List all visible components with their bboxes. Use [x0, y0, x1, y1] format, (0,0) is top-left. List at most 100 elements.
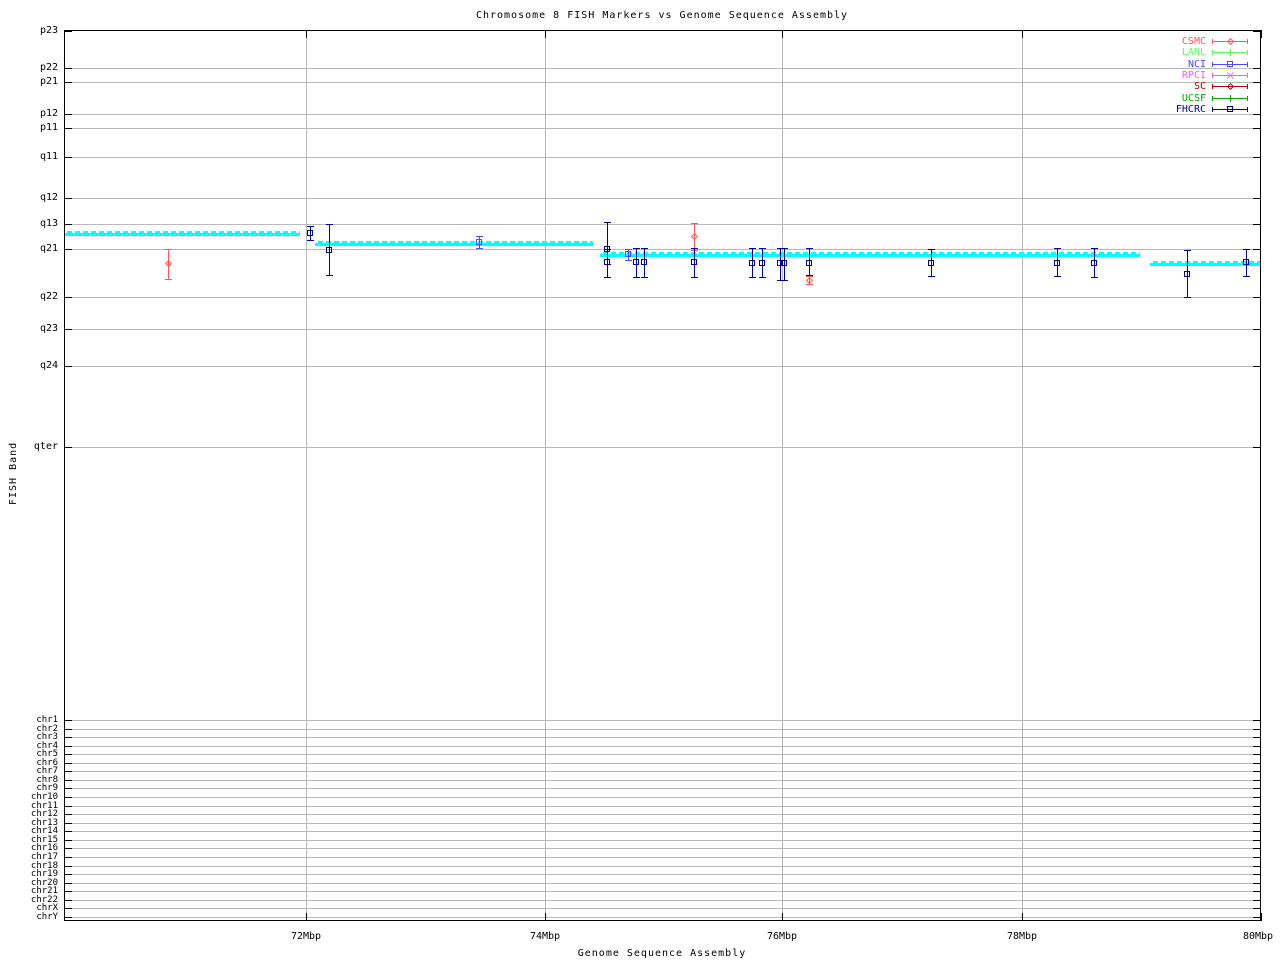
y-tickmark-left	[64, 224, 72, 225]
y-gridline	[64, 297, 1261, 298]
error-bar-cap	[749, 277, 756, 278]
legend-sample	[1212, 59, 1248, 70]
chromosome-tick-label: chr9	[36, 783, 58, 793]
fish-band-tick-label: q21	[39, 243, 58, 254]
error-bar-cap	[604, 222, 611, 223]
error-bar-cap	[633, 248, 640, 249]
y-tickmark-right	[1253, 82, 1261, 83]
error-bar-cap	[806, 276, 813, 277]
legend-sample	[1212, 93, 1248, 104]
chromosome-tick-label: chr14	[30, 826, 58, 836]
fish-band-tick-label: qter	[33, 441, 58, 452]
chromosome-tick-label: chr6	[36, 758, 58, 768]
legend-label: LANL	[1181, 47, 1206, 59]
chromosome-tick-label: chr5	[36, 749, 58, 759]
y-tickmark-left	[64, 157, 72, 158]
y-tickmark-left	[64, 114, 72, 115]
marker-square	[691, 259, 697, 265]
legend-sample-cap	[1247, 84, 1248, 90]
fish-band-tick-label: p11	[39, 122, 58, 133]
error-bar-cap	[1054, 276, 1061, 277]
y-tickmark-right	[1253, 814, 1261, 815]
y-gridline	[64, 114, 1261, 115]
x-tick-label: 72Mbp	[290, 931, 322, 942]
error-bar-line	[784, 248, 785, 280]
legend-label: CSMC	[1181, 36, 1206, 47]
error-bar-cap	[759, 248, 766, 249]
y-tickmark-right	[1253, 128, 1261, 129]
y-gridline	[64, 788, 1261, 789]
error-bar-line	[752, 248, 753, 277]
y-tickmark-right	[1253, 780, 1261, 781]
y-tickmark-left	[64, 68, 72, 69]
x-tick-label: 80Mbp	[1242, 931, 1274, 942]
x-gridline	[1022, 30, 1023, 921]
y-gridline	[64, 840, 1261, 841]
chromosome-tick-label: chr12	[30, 809, 58, 819]
y-tickmark-left	[64, 297, 72, 298]
y-tickmark-left	[64, 917, 72, 918]
chromosome-tick-label: chrY	[36, 912, 58, 922]
y-gridline	[64, 746, 1261, 747]
error-bar-cap	[641, 277, 648, 278]
error-bar-cap	[604, 249, 611, 250]
error-bar-cap	[165, 249, 172, 250]
chromosome-tick-label: chr16	[30, 843, 58, 853]
y-tickmark-right	[1253, 883, 1261, 884]
error-bar-cap	[749, 248, 756, 249]
error-bar-cap	[928, 276, 935, 277]
y-tickmark-left	[64, 763, 72, 764]
plot-border	[64, 30, 1261, 921]
chromosome-tick-label: chr15	[30, 835, 58, 845]
chromosome-tick-label: chr21	[30, 886, 58, 896]
y-tickmark-right	[1253, 754, 1261, 755]
marker-square	[633, 259, 639, 265]
y-gridline	[64, 891, 1261, 892]
y-tickmark-right	[1253, 788, 1261, 789]
legend-sample-line	[1212, 41, 1248, 42]
error-bar-line	[1057, 248, 1058, 276]
chromosome-tick-label: chr22	[30, 895, 58, 905]
y-tickmark-left	[64, 848, 72, 849]
error-bar-cap	[691, 223, 698, 224]
fish-band-tick-label: p22	[39, 62, 58, 73]
error-bar-cap	[326, 275, 333, 276]
legend-sample-cap	[1247, 106, 1248, 112]
y-tickmark-right	[1253, 157, 1261, 158]
error-bar-cap	[604, 277, 611, 278]
marker-square	[1091, 260, 1097, 266]
y-tickmark-right	[1253, 729, 1261, 730]
y-tickmark-left	[64, 366, 72, 367]
error-bar-cap	[806, 248, 813, 249]
legend-sample-line	[1212, 108, 1248, 110]
error-bar-cap	[806, 275, 813, 276]
x-tick-label: 74Mbp	[529, 931, 561, 942]
y-tickmark-left	[64, 908, 72, 909]
marker-diamond	[1226, 37, 1235, 46]
chromosome-tick-label: chr4	[36, 741, 58, 751]
chromosome-tick-label: chr3	[36, 732, 58, 742]
legend-sample-cap	[1212, 50, 1213, 56]
y-tickmark-right	[1253, 114, 1261, 115]
error-bar-line	[931, 249, 932, 276]
fish-band-tick-label: q12	[39, 192, 58, 203]
marker-tick	[1230, 94, 1231, 102]
marker-square	[476, 239, 482, 245]
y-tickmark-left	[64, 814, 72, 815]
y-gridline	[64, 797, 1261, 798]
y-tickmark-left	[64, 82, 72, 83]
y-gridline	[64, 737, 1261, 738]
legend-label: FHCRC	[1175, 103, 1206, 115]
x-tickmark-top	[545, 30, 546, 38]
y-gridline	[64, 754, 1261, 755]
y-gridline	[64, 823, 1261, 824]
y-gridline	[64, 814, 1261, 815]
fish-band-tick-label: q23	[39, 323, 58, 334]
y-tickmark-right	[1253, 866, 1261, 867]
legend-sample	[1212, 81, 1248, 92]
legend-sample-cap	[1247, 95, 1248, 101]
y-tickmark-right	[1253, 763, 1261, 764]
error-bar-cap	[806, 284, 813, 285]
legend-sample	[1212, 36, 1248, 47]
